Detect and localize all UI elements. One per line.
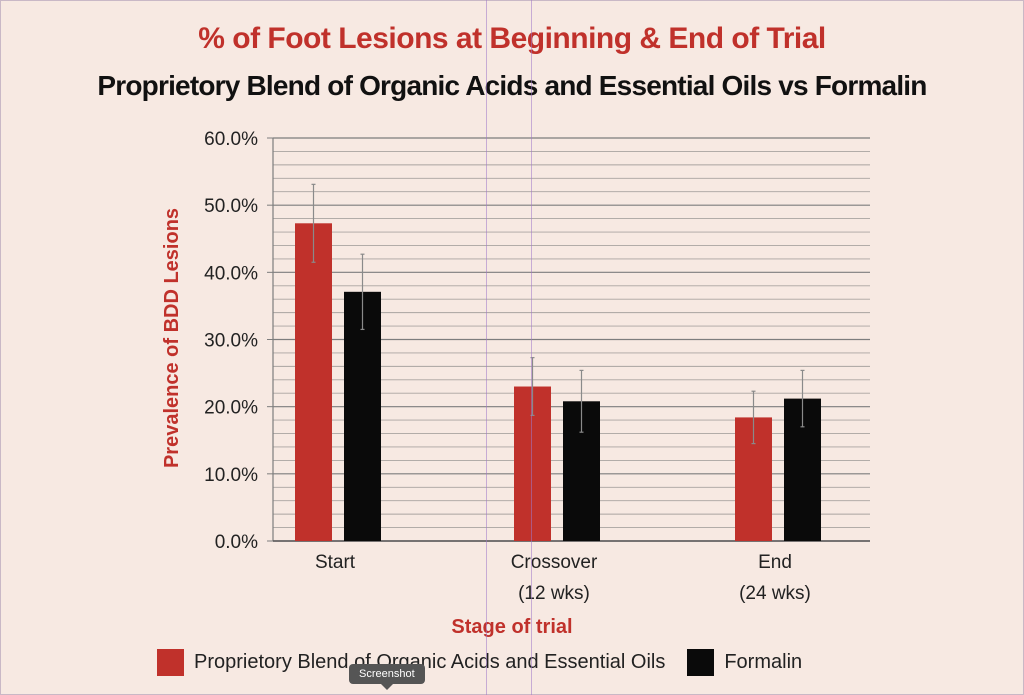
- y-tick-label: 10.0%: [204, 465, 258, 486]
- y-tick-label: 60.0%: [204, 129, 258, 150]
- x-tick-label: (12 wks): [518, 583, 590, 604]
- x-tick-label: Start: [315, 552, 356, 573]
- legend-item-blend: Proprietory Blend of Organic Acids and E…: [157, 648, 666, 676]
- x-tick-label: Crossover: [511, 552, 598, 573]
- legend: Proprietory Blend of Organic Acids and E…: [157, 647, 824, 677]
- y-tick-label: 30.0%: [204, 331, 258, 352]
- guide-line: [531, 0, 532, 695]
- legend-label-formalin: Formalin: [724, 650, 803, 673]
- legend-item-formalin: Formalin: [687, 648, 803, 676]
- chart-subtitle: Proprietory Blend of Organic Acids and E…: [97, 70, 927, 101]
- x-tick-label: (24 wks): [739, 583, 811, 604]
- guide-line: [486, 0, 487, 695]
- legend-swatch-formalin: [687, 648, 715, 676]
- y-tick-label: 50.0%: [204, 196, 258, 217]
- y-axis-ticks: 0.0% 10.0% 20.0% 30.0% 40.0% 50.0% 60.0%: [204, 129, 273, 553]
- screenshot-tooltip: Screenshot: [349, 664, 425, 690]
- legend-label-blend: Proprietory Blend of Organic Acids and E…: [194, 650, 666, 673]
- legend-swatch-blend: [157, 648, 184, 676]
- y-axis-label: Prevalence of BDD Lesions: [161, 208, 183, 468]
- bar-formalin: [344, 291, 381, 541]
- bars: [295, 223, 821, 541]
- y-tick-label: 20.0%: [204, 398, 258, 419]
- y-tick-label: 40.0%: [204, 263, 258, 284]
- bar-blend: [295, 223, 332, 541]
- chart-title: % of Foot Lesions at Beginning & End of …: [198, 22, 826, 55]
- x-axis-ticks: Start Crossover (12 wks) End (24 wks): [315, 552, 811, 604]
- error-bars: [311, 183, 805, 445]
- x-axis-label: Stage of trial: [451, 616, 572, 638]
- x-tick-label: End: [758, 552, 792, 573]
- y-tick-label: 0.0%: [215, 532, 258, 553]
